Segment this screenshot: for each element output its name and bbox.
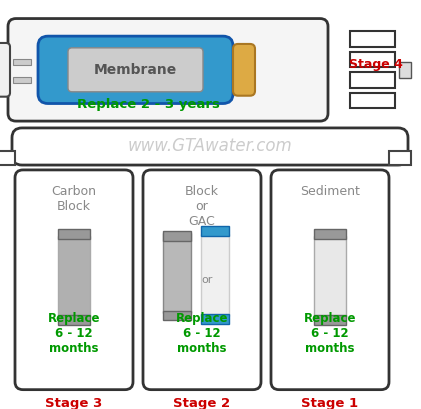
Bar xyxy=(163,310,191,320)
Text: Stage 4: Stage 4 xyxy=(349,58,403,72)
Text: www.GTAwater.com: www.GTAwater.com xyxy=(128,137,292,155)
Bar xyxy=(350,72,395,88)
Bar xyxy=(163,234,191,312)
Text: Stage 3: Stage 3 xyxy=(45,397,103,409)
Bar xyxy=(350,31,395,47)
Text: Block
or
GAC: Block or GAC xyxy=(185,184,219,227)
Bar xyxy=(58,236,90,318)
FancyBboxPatch shape xyxy=(143,170,261,390)
Bar xyxy=(389,151,411,165)
FancyBboxPatch shape xyxy=(8,18,328,121)
Bar xyxy=(314,315,346,325)
FancyBboxPatch shape xyxy=(68,48,203,92)
FancyBboxPatch shape xyxy=(38,36,233,103)
Bar xyxy=(58,229,90,239)
Bar xyxy=(58,315,90,325)
FancyBboxPatch shape xyxy=(15,170,133,390)
Bar xyxy=(314,229,346,239)
Bar xyxy=(399,62,411,78)
Bar xyxy=(201,226,229,236)
FancyBboxPatch shape xyxy=(271,170,389,390)
Text: Replace
6 - 12
months: Replace 6 - 12 months xyxy=(176,312,228,355)
Bar xyxy=(0,151,15,165)
Text: Replace 2 - 3 years: Replace 2 - 3 years xyxy=(77,98,219,111)
Bar xyxy=(314,236,346,318)
Bar xyxy=(350,93,395,108)
Text: or: or xyxy=(201,275,213,285)
Text: Sediment: Sediment xyxy=(300,184,360,198)
Bar xyxy=(163,231,191,241)
Text: Replace
6 - 12
months: Replace 6 - 12 months xyxy=(304,312,356,355)
FancyBboxPatch shape xyxy=(12,128,408,165)
Text: Stage 1: Stage 1 xyxy=(301,397,359,409)
Bar xyxy=(201,314,229,324)
FancyBboxPatch shape xyxy=(0,43,10,97)
Text: Replace
6 - 12
months: Replace 6 - 12 months xyxy=(48,312,100,355)
FancyBboxPatch shape xyxy=(233,44,255,96)
Bar xyxy=(201,234,229,316)
Bar xyxy=(350,52,395,67)
Bar xyxy=(13,59,31,65)
Text: Membrane: Membrane xyxy=(94,63,177,77)
Text: Stage 2: Stage 2 xyxy=(173,397,231,409)
Bar xyxy=(13,76,31,83)
Text: Carbon
Block: Carbon Block xyxy=(51,184,96,213)
